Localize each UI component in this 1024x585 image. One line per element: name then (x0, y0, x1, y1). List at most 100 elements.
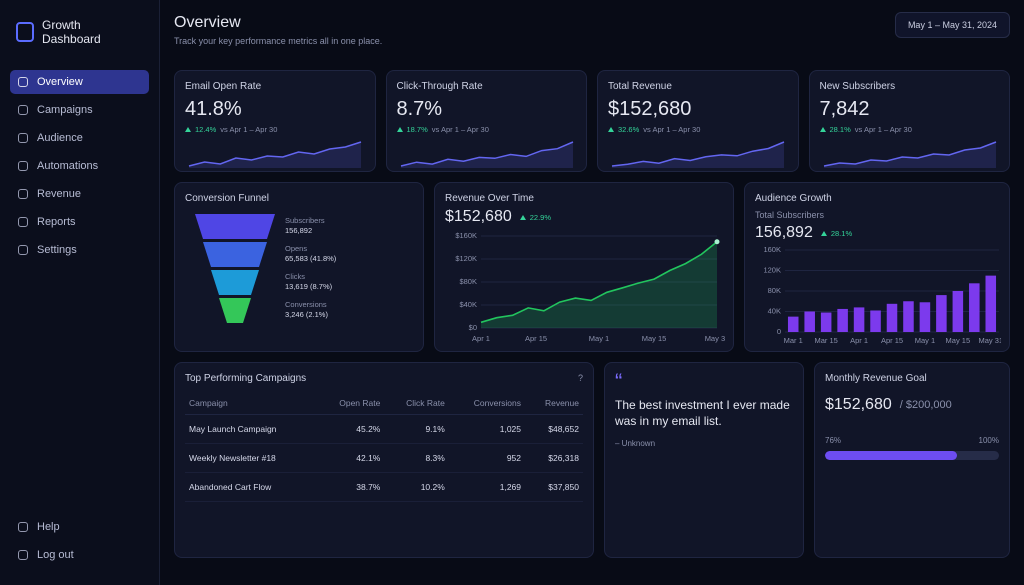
stage-name: Conversions (285, 300, 327, 309)
sparkline-line (188, 141, 362, 167)
card-title: Monthly Revenue Goal (825, 373, 927, 384)
logo (16, 22, 34, 42)
bar (985, 275, 997, 332)
y-tick-label: $160K (455, 231, 477, 240)
date-range[interactable]: May 1 – May 31, 2024 (894, 12, 1010, 38)
delta: 28.1% (820, 228, 853, 238)
quote-author: – Unknown (615, 439, 656, 448)
kpi-card: Click-Through Rate 8.7% 18.7% vs Apr 1 – Ap… (385, 70, 587, 172)
column-header: Click Rate (384, 392, 449, 415)
stage-value: 13,619 (8.7%) (285, 282, 333, 291)
sparkline-line (611, 141, 785, 167)
y-tick-label: $0 (469, 323, 477, 332)
funnel-stage (219, 298, 251, 323)
delta-value: 22.9% (529, 212, 552, 222)
x-tick-label: Apr 1 (850, 336, 868, 345)
y-tick-label: $40K (459, 300, 477, 309)
nav-label: Campaigns (37, 104, 93, 116)
kpi-delta: 18.7% vs Apr 1 – Apr 30 (396, 125, 577, 134)
sparkline (611, 141, 785, 168)
nav-item[interactable]: Campaigns (10, 98, 149, 122)
campaign-table-card: Top Performing Campaigns? Campaign Open R… (174, 362, 594, 558)
y-tick-label: 40K (768, 306, 781, 315)
kpi-label: Click-Through Rate (396, 81, 483, 92)
x-tick-label: Mar 1 (784, 336, 803, 345)
y-tick-label: 120K (763, 265, 781, 274)
table-cell: $48,652 (525, 414, 583, 444)
x-tick-label: Apr 15 (881, 336, 903, 345)
x-tick-label: May 31 (705, 334, 725, 343)
delta-value: 28.1% (830, 228, 853, 238)
nav-icon (18, 189, 28, 199)
headline: $152,680 22.9% (445, 208, 723, 226)
nav-icon (18, 522, 28, 532)
progress-track (825, 451, 999, 460)
table-cell: 10.2% (384, 472, 449, 502)
delta-compare: vs Apr 1 – Apr 30 (220, 125, 278, 134)
kpi-delta: 28.1% vs Apr 1 – Apr 30 (819, 125, 1000, 134)
column-header: Conversions (448, 392, 526, 415)
table-cell: 1,025 (448, 414, 526, 444)
goal-target: / $200,000 (899, 399, 952, 411)
kpi-value: $152,680 (608, 98, 692, 120)
nav-item[interactable]: Automations (10, 154, 149, 178)
stage-value: 156,892 (285, 226, 312, 235)
nav-item[interactable]: Reports (10, 210, 149, 234)
total: 156,892 (755, 224, 813, 241)
card-title: Audience Growth (755, 193, 832, 204)
sidebar: Growth Dashboard Overview Campaigns Audien… (0, 0, 160, 585)
quote-card: “ The best investment I ever made was in… (604, 362, 804, 558)
goal-card: Monthly Revenue Goal $152,680/ $200,000 … (814, 362, 1010, 558)
nav-item[interactable]: Help (10, 515, 149, 539)
sparkline (823, 141, 996, 168)
column-header: Campaign (185, 392, 317, 415)
x-tick-label: May 1 (915, 336, 935, 345)
help-icon[interactable]: ? (577, 373, 583, 383)
x-tick-label: May 15 (642, 334, 667, 343)
funnel-stage (195, 214, 275, 239)
table-cell: May Launch Campaign (185, 414, 317, 444)
card-subtitle: Total Subscribers (755, 210, 825, 220)
nav-icon (18, 161, 28, 171)
nav-item[interactable]: Revenue (10, 182, 149, 206)
y-tick-label: 80K (768, 286, 781, 295)
delta-value: 28.1% (829, 125, 851, 134)
x-tick-label: May 15 (946, 336, 971, 345)
chart-row: Conversion Funnel Subscribers 156,892 Open… (174, 182, 1010, 352)
table-row: Weekly Newsletter #18 42.1% 8.3% 952 $26,318 (185, 443, 583, 473)
nav-label: Audience (37, 132, 83, 144)
table-row: May Launch Campaign 45.2% 9.1% 1,025 $48,652 (185, 414, 583, 444)
table-cell: 42.1% (316, 443, 385, 473)
kpi-delta: 32.6% vs Apr 1 – Apr 30 (608, 125, 788, 134)
sparkline-area (400, 142, 573, 168)
x-tick-label: Mar 15 (814, 336, 837, 345)
quote-mark: “ (615, 369, 623, 394)
x-tick-label: May 31 (978, 336, 1001, 345)
bottom-row: Top Performing Campaigns? Campaign Open R… (174, 362, 1010, 558)
nav-item[interactable]: Overview (10, 70, 149, 94)
bar (952, 291, 964, 332)
nav-icon (18, 550, 28, 560)
nav-item[interactable]: Settings (10, 238, 149, 262)
nav-label: Help (37, 521, 60, 533)
nav-icon (18, 133, 28, 143)
nav-item[interactable]: Log out (10, 543, 149, 567)
nav-label: Revenue (37, 188, 82, 200)
bar (820, 312, 832, 332)
revenue-card: Revenue Over Time $152,680 22.9% $0 $40K $8… (434, 182, 734, 352)
bar (903, 301, 914, 332)
sparkline-line (400, 141, 573, 167)
page-subtitle: Track your key performance metrics all i… (174, 36, 383, 46)
kpi-card: New Subscribers 7,842 28.1% vs Apr 1 – Apr … (808, 70, 1010, 172)
nav-item[interactable]: Audience (10, 126, 149, 150)
sparkline-area (612, 142, 784, 168)
table-cell: 45.2% (316, 414, 385, 444)
page-title: Overview (174, 14, 241, 31)
headline: 156,892 28.1% (755, 224, 999, 242)
bar (837, 308, 848, 332)
table-body: May Launch Campaign 45.2% 9.1% 1,025 $48,652… (185, 414, 583, 502)
nav-label: Log out (37, 549, 74, 561)
up-arrow (185, 127, 191, 132)
